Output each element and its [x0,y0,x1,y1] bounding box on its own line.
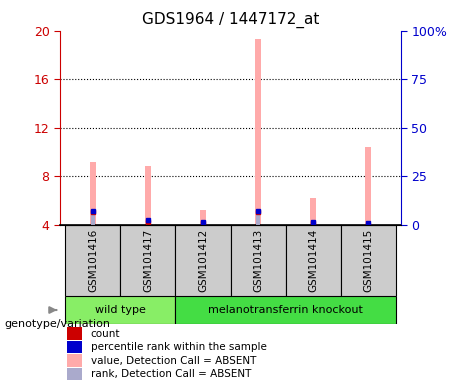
Bar [311,221,315,225]
Bar [255,39,261,225]
Bar [310,198,316,225]
Bar [341,225,396,296]
Bar [256,210,260,225]
Text: value, Detection Call = ABSENT: value, Detection Call = ABSENT [91,356,256,366]
Text: rank, Detection Call = ABSENT: rank, Detection Call = ABSENT [91,369,251,379]
Bar [89,162,96,225]
Bar [120,225,176,296]
Bar [67,328,82,340]
Bar [366,222,370,225]
Bar [230,225,285,296]
Text: GSM101413: GSM101413 [253,228,263,292]
Bar [91,210,95,225]
Bar [285,225,341,296]
Bar [67,368,82,380]
Title: GDS1964 / 1447172_at: GDS1964 / 1447172_at [142,12,319,28]
Bar [146,220,150,225]
Text: GSM101414: GSM101414 [308,228,318,292]
Bar [67,354,82,367]
Text: genotype/variation: genotype/variation [5,319,111,329]
Text: percentile rank within the sample: percentile rank within the sample [91,342,266,352]
Text: GSM101412: GSM101412 [198,228,208,292]
Text: GSM101415: GSM101415 [363,228,373,292]
Text: wild type: wild type [95,305,146,315]
Bar [67,341,82,353]
Text: melanotransferrin knockout: melanotransferrin knockout [208,305,363,315]
Text: GSM101417: GSM101417 [143,228,153,292]
Bar [365,147,372,225]
Text: count: count [91,329,120,339]
Bar [201,221,205,225]
Bar [65,296,176,324]
Bar [176,225,230,296]
Bar [176,296,396,324]
Text: GSM101416: GSM101416 [88,228,98,292]
Bar [65,225,120,296]
Bar [145,166,151,225]
Bar [200,210,206,225]
